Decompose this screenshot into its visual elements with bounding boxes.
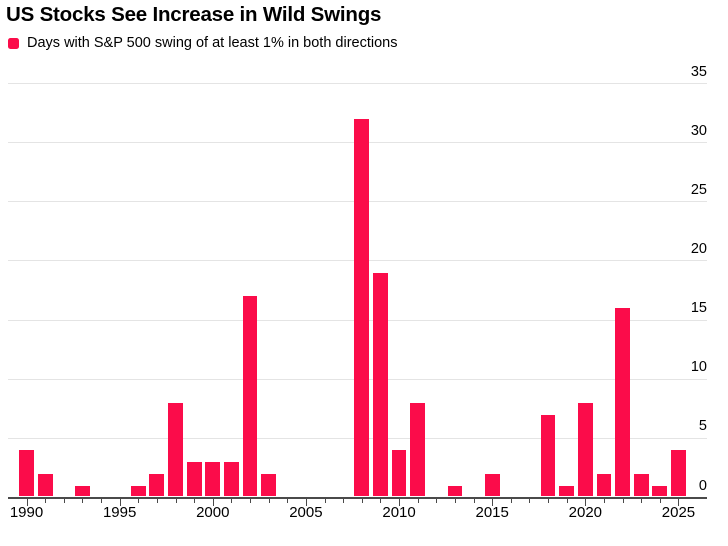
x-tick-label: 2010 [382,504,416,521]
x-axis-tick [250,498,252,503]
y-tick-label: 0 [698,477,707,494]
x-axis-tick [26,498,28,506]
x-axis-tick [492,498,494,506]
bar-2021 [596,473,612,497]
x-axis-tick [101,498,102,503]
bar-2002 [242,296,258,497]
x-tick-label: 2000 [196,504,230,521]
bar-2023 [633,473,649,497]
legend: Days with S&P 500 swing of at least 1% i… [8,35,398,51]
bar-2022 [615,308,630,497]
x-axis-tick [138,498,140,503]
bar-2008 [354,118,370,497]
x-axis-tick [194,498,196,503]
gridline [8,83,707,84]
bar-1998 [168,402,183,497]
x-axis-tick [175,498,177,503]
x-axis-tick [119,498,121,506]
x-axis-tick [454,498,456,503]
x-axis-tick [548,498,550,503]
bar-2013 [447,485,463,497]
y-tick-label: 5 [698,418,707,435]
x-axis-line [8,496,707,499]
legend-label: Days with S&P 500 swing of at least 1% i… [27,35,398,51]
x-axis-tick [622,498,624,503]
x-axis-tick [82,498,84,503]
bar-2003 [261,473,277,497]
bar-2000 [205,462,221,497]
bar-2019 [559,485,575,497]
bar-1993 [74,485,90,497]
x-axis-tick [324,498,326,503]
y-tick-label: 15 [690,300,707,317]
x-axis-tick [361,498,363,503]
x-axis-tick [156,498,158,503]
bar-1996 [130,485,146,497]
x-tick-label: 2025 [661,504,696,521]
legend-swatch-icon [8,37,19,49]
x-axis-tick [417,498,419,503]
bar-1997 [149,473,165,497]
x-tick-label: 1990 [9,504,44,521]
x-axis-tick [45,498,47,503]
bar-2010 [391,450,407,497]
bar-2018 [540,414,556,497]
y-tick-label: 30 [690,122,707,139]
x-axis-tick [268,498,270,503]
x-axis-tick [63,498,65,503]
x-axis-tick [305,498,307,506]
x-axis-tick [659,498,661,503]
y-tick-label: 10 [690,359,707,376]
x-tick-label: 2020 [568,504,603,521]
x-axis-tick [566,498,568,503]
x-axis-tick [510,498,512,503]
x-axis-tick [585,498,587,506]
bar-1999 [186,462,202,497]
y-tick-label: 25 [690,181,707,198]
bar-2011 [410,402,426,497]
x-axis-tick [529,498,531,503]
x-tick-label: 2015 [475,504,509,521]
x-axis-tick [436,498,438,503]
x-axis-tick [603,498,605,503]
x-axis-tick [380,498,382,503]
x-axis-tick [678,498,680,506]
bar-2009 [373,272,388,497]
bar-2025 [671,450,686,497]
x-axis-tick [641,498,643,503]
y-tick-label: 20 [690,240,707,257]
bar-1991 [37,473,53,497]
y-tick-label: 35 [690,63,707,80]
bar-1990 [19,450,34,497]
x-axis-tick [287,498,289,503]
bar-2020 [577,402,593,497]
x-axis-tick [212,498,214,506]
x-tick-label: 1995 [102,504,137,521]
bar-2024 [652,485,668,497]
x-axis-tick [473,498,475,503]
bar-2001 [224,462,239,497]
x-axis-tick [399,498,401,506]
chart-title: US Stocks See Increase in Wild Swings [6,3,382,26]
x-tick-label: 2005 [289,504,323,521]
bar-2015 [484,473,500,497]
x-axis-tick [231,498,233,503]
x-axis-tick [343,498,345,503]
